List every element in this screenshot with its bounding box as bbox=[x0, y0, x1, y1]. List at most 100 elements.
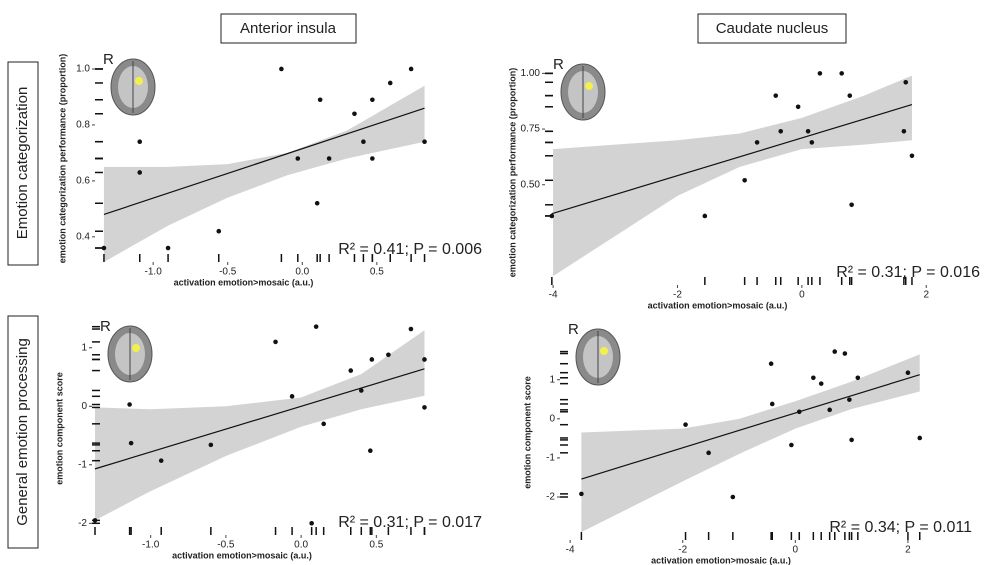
x-tick-label: -2 bbox=[673, 290, 682, 301]
y-axis-label: emotion component score bbox=[522, 376, 532, 489]
annotation: R² = 0.34; P = 0.011 bbox=[829, 519, 972, 536]
annotation: R² = 0.31; P = 0.017 bbox=[338, 514, 482, 531]
data-point bbox=[849, 438, 854, 443]
data-point bbox=[295, 156, 300, 161]
page: {"column_labels": ["Anterior insula", "C… bbox=[0, 0, 1002, 565]
x-axis-label: activation emotion>mosaic (a.u.) bbox=[648, 300, 788, 310]
data-point bbox=[129, 441, 134, 446]
x-tick-label: 0.0 bbox=[294, 540, 308, 551]
x-tick-label: 0.0 bbox=[295, 267, 309, 278]
data-point bbox=[370, 156, 375, 161]
y-axis-label: emotion categorization performance (prop… bbox=[507, 68, 517, 278]
x-tick-label: 0 bbox=[799, 290, 805, 301]
brain-highlight bbox=[132, 344, 140, 352]
data-point bbox=[318, 97, 323, 102]
data-point bbox=[422, 405, 427, 410]
row-label: Emotion categorization bbox=[14, 87, 31, 240]
brain-highlight bbox=[585, 82, 593, 90]
data-point bbox=[348, 368, 353, 373]
data-point bbox=[279, 67, 284, 72]
x-tick-label: -4 bbox=[549, 290, 558, 301]
data-point bbox=[778, 129, 783, 134]
data-point bbox=[827, 408, 832, 413]
data-point bbox=[315, 201, 320, 206]
data-point bbox=[769, 361, 774, 366]
y-tick-label: -1 bbox=[78, 459, 87, 470]
confidence-band bbox=[581, 354, 919, 532]
data-point bbox=[273, 340, 278, 345]
fit-line bbox=[104, 108, 425, 214]
annotation: R² = 0.41; P = 0.006 bbox=[338, 241, 482, 258]
data-point bbox=[321, 422, 326, 427]
x-tick-label: -0.5 bbox=[217, 540, 235, 551]
data-point bbox=[847, 93, 852, 98]
figure: Anterior insula Caudate nucleus Emotion … bbox=[0, 0, 1002, 565]
x-tick-label: -1.0 bbox=[142, 540, 160, 551]
y-tick-label: 0 bbox=[549, 413, 555, 424]
x-tick-label: -4 bbox=[566, 545, 575, 556]
y-tick-label: 1 bbox=[81, 342, 87, 353]
data-point bbox=[810, 140, 815, 145]
x-axis-label: activation emotion>mosaic (a.u.) bbox=[174, 277, 314, 287]
data-point bbox=[773, 93, 778, 98]
data-point bbox=[902, 129, 907, 134]
data-point bbox=[422, 139, 427, 144]
x-tick-label: -2 bbox=[678, 545, 687, 556]
data-point bbox=[166, 246, 171, 251]
data-point bbox=[703, 214, 708, 219]
data-point bbox=[856, 375, 861, 380]
data-point bbox=[216, 229, 221, 234]
data-point bbox=[706, 451, 711, 456]
data-point bbox=[579, 492, 584, 497]
data-point bbox=[849, 203, 854, 208]
brain-label: R bbox=[568, 321, 579, 338]
data-point bbox=[314, 324, 319, 329]
column-label: Caudate nucleus bbox=[716, 20, 829, 37]
data-point bbox=[755, 140, 760, 145]
data-point bbox=[127, 402, 132, 407]
data-point bbox=[409, 327, 414, 332]
y-tick-label: 1.0 bbox=[76, 64, 90, 75]
y-tick-label: 0.4 bbox=[76, 231, 90, 242]
data-point bbox=[903, 80, 908, 85]
y-tick-label: -2 bbox=[78, 518, 87, 529]
data-point bbox=[789, 443, 794, 448]
row-label: General emotion processing bbox=[14, 338, 31, 526]
data-point bbox=[368, 448, 373, 453]
x-axis-label: activation emotion>mosaic (a.u.) bbox=[172, 550, 312, 560]
data-point bbox=[309, 521, 314, 526]
brain-highlight bbox=[135, 77, 143, 85]
x-tick-label: 0 bbox=[793, 545, 799, 556]
data-point bbox=[806, 129, 811, 134]
confidence-band bbox=[553, 76, 912, 276]
y-tick-label: 0 bbox=[81, 401, 87, 412]
brain-label: R bbox=[100, 318, 111, 335]
data-point bbox=[290, 394, 295, 399]
data-point bbox=[811, 375, 816, 380]
data-point bbox=[847, 397, 852, 402]
y-tick-label: 0.6 bbox=[76, 176, 90, 187]
data-point bbox=[819, 381, 824, 386]
data-point bbox=[731, 495, 736, 500]
x-tick-label: -1.0 bbox=[145, 267, 163, 278]
y-axis-label: emotion categorization performance (prop… bbox=[57, 54, 67, 264]
y-tick-label: 0.8 bbox=[76, 120, 90, 131]
data-point bbox=[917, 436, 922, 441]
x-tick-label: -0.5 bbox=[219, 267, 237, 278]
data-point bbox=[797, 409, 802, 414]
data-point bbox=[386, 352, 391, 357]
data-point bbox=[137, 139, 142, 144]
confidence-band bbox=[104, 86, 425, 262]
y-tick-label: -2 bbox=[546, 492, 555, 503]
brain-label: R bbox=[553, 56, 564, 73]
data-point bbox=[839, 71, 844, 76]
annotation: R² = 0.31; P = 0.016 bbox=[836, 264, 980, 281]
data-point bbox=[422, 357, 427, 362]
y-tick-label: -1 bbox=[546, 453, 555, 464]
y-tick-label: 1 bbox=[549, 374, 555, 385]
data-point bbox=[352, 111, 357, 116]
data-point bbox=[796, 104, 801, 109]
data-point bbox=[327, 156, 332, 161]
data-point bbox=[359, 388, 364, 393]
data-point bbox=[370, 97, 375, 102]
